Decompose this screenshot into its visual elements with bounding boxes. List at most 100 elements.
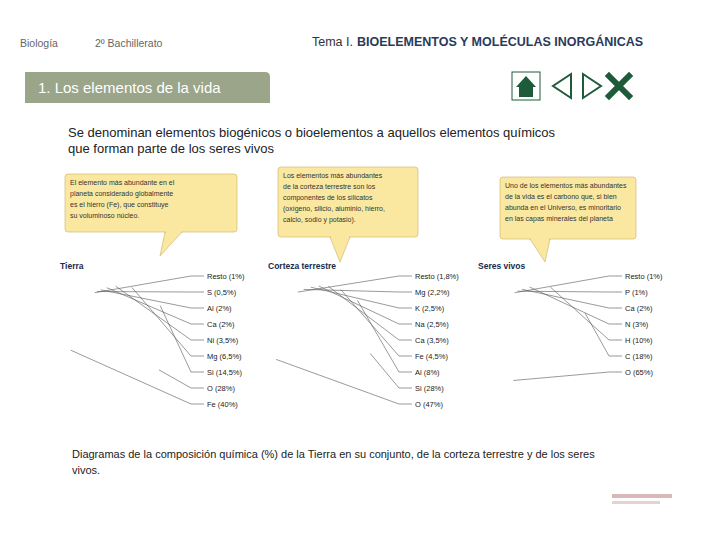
- callout-join: [531, 238, 549, 240]
- slice-label: H (10%): [625, 336, 653, 345]
- intro-line: Se denominan elementos biogénicos o bioe…: [68, 125, 556, 140]
- leader-line: [357, 300, 412, 372]
- slice-label: Mg (2,2%): [415, 288, 450, 297]
- slice-label: Resto (1%): [625, 272, 663, 281]
- figure-background: [55, 166, 678, 426]
- slice-label: O (47%): [415, 400, 443, 409]
- leader-line: [550, 287, 622, 340]
- callout-box: [65, 174, 237, 232]
- callout-text: su voluminoso núcleo.: [70, 212, 139, 219]
- callout-text: planeta considerado globalmente: [70, 190, 173, 198]
- slice-label: Ca (2%): [625, 304, 653, 313]
- callout-text: de la corteza terrestre son los: [283, 183, 376, 190]
- header-subject: Biología: [20, 37, 58, 49]
- pie-slice: [322, 301, 390, 400]
- callout-text: es el hierro (Fe), que constituye: [70, 201, 169, 209]
- callout-text: en las capas minerales del planeta: [505, 215, 613, 223]
- callout-text: de la vida es el carbono que, si bien: [505, 193, 617, 201]
- publisher-mark: [612, 501, 660, 504]
- callout-text: El elemento más abundante en el: [70, 179, 175, 186]
- chart: Resto (1%)P (1%)Ca (2%)N (3%)H (10%)C (1…: [472, 177, 663, 405]
- slice-label: O (28%): [207, 384, 235, 393]
- callout-pointer: [330, 237, 350, 262]
- pie-slices: [472, 269, 608, 405]
- pie-slice: [540, 278, 608, 342]
- callout-text: componentes de los silicatos: [283, 194, 373, 202]
- header-topic-title: BIOELEMENTOS Y MOLÉCULAS INORGÁNICAS: [357, 34, 643, 49]
- nav-next[interactable]: [583, 74, 601, 98]
- leader-line: [530, 287, 622, 324]
- header-topic: Tema I. BIOELEMENTOS Y MOLÉCULAS INORGÁNI…: [312, 34, 643, 49]
- pie-slice: [302, 270, 322, 337]
- slice-label: Fe (4,5%): [415, 352, 448, 361]
- slice-label: K (2,5%): [415, 304, 445, 313]
- caption-line: vivos.: [72, 464, 100, 476]
- pie-slice: [533, 269, 574, 337]
- pie-slice: [52, 279, 120, 405]
- chart: Resto (1%) S (0,5%) Al (2%) Ca (2%) Ni (3,5%…: [52, 174, 245, 409]
- pie-slice: [286, 275, 322, 337]
- chart-title: Corteza terrestre: [268, 261, 336, 271]
- pie-slice: [120, 276, 187, 337]
- pie-slice: [512, 272, 540, 337]
- pie-slice: [88, 276, 120, 337]
- leader-line: [71, 350, 204, 404]
- leader-line: [513, 372, 622, 380]
- nav-prev[interactable]: [553, 74, 571, 98]
- pie-slice: [504, 277, 540, 337]
- pie-slice: [322, 269, 338, 337]
- section-title: 1. Los elementos de la vida: [38, 79, 221, 96]
- callout-pointer: [160, 232, 182, 256]
- header-course: 2º Bachillerato: [95, 37, 163, 49]
- slice-label: Si (14,5%): [207, 368, 243, 377]
- nav-close[interactable]: [609, 76, 629, 96]
- leader-line: [116, 286, 204, 340]
- slice-label: Resto (1%): [207, 272, 245, 281]
- slice-label: C (18%): [625, 352, 653, 361]
- callout-text: calcio, sodio y potasio).: [283, 216, 356, 224]
- callout-text: Uno de los elementos más abundantes: [505, 182, 627, 189]
- pie-slice: [98, 270, 120, 337]
- slice-label: N (3%): [625, 320, 649, 329]
- nav-home[interactable]: [516, 76, 536, 97]
- slice-label: Si (28%): [415, 384, 444, 393]
- intro-line: que forman parte de los seres vivos: [68, 141, 274, 156]
- leader-line: [298, 276, 412, 292]
- leader-line: [311, 287, 412, 308]
- pie-slice: [107, 269, 122, 337]
- slice-label: Fe (40%): [207, 400, 238, 409]
- slice-label: Ni (3,5%): [207, 336, 239, 345]
- callout-join: [331, 236, 349, 238]
- callout-text: abunda en el Universo, es minoritario: [505, 204, 621, 211]
- leader-line: [159, 370, 204, 388]
- publisher-mark: [612, 494, 672, 498]
- callout-text: Los elementos más abundantes: [283, 172, 383, 179]
- pie-slice: [293, 272, 322, 337]
- callout-text: (oxígeno, silicio, aluminio, hierro,: [283, 205, 385, 213]
- pie-slice: [254, 279, 346, 405]
- slice-label: Mg (6,5%): [207, 352, 242, 361]
- pie-slice: [508, 275, 540, 337]
- section-tab: [25, 72, 270, 103]
- pie-slice: [90, 273, 120, 337]
- leader-line: [515, 276, 622, 293]
- leader-line: [341, 290, 412, 356]
- pie-slice: [520, 269, 540, 337]
- callout-pointer: [530, 239, 550, 262]
- leader-line: [95, 276, 204, 293]
- pie-slice: [472, 279, 608, 405]
- pie-slice: [312, 269, 323, 337]
- callout-box: [278, 167, 418, 237]
- slice-label: Ca (2%): [207, 320, 235, 329]
- slice-label: Resto (1,8%): [415, 272, 459, 281]
- chart-title: Tierra: [60, 261, 84, 271]
- background: [0, 0, 720, 540]
- slice-label: Al (2%): [207, 304, 232, 313]
- leader-line: [522, 289, 622, 308]
- pie-slice: [84, 277, 120, 337]
- nav-home-frame[interactable]: [512, 72, 540, 100]
- slice-label: S (0,5%): [207, 288, 237, 297]
- leader-line: [304, 289, 412, 292]
- leader-line: [370, 354, 412, 388]
- header-topic-prefix: Tema I.: [312, 35, 353, 49]
